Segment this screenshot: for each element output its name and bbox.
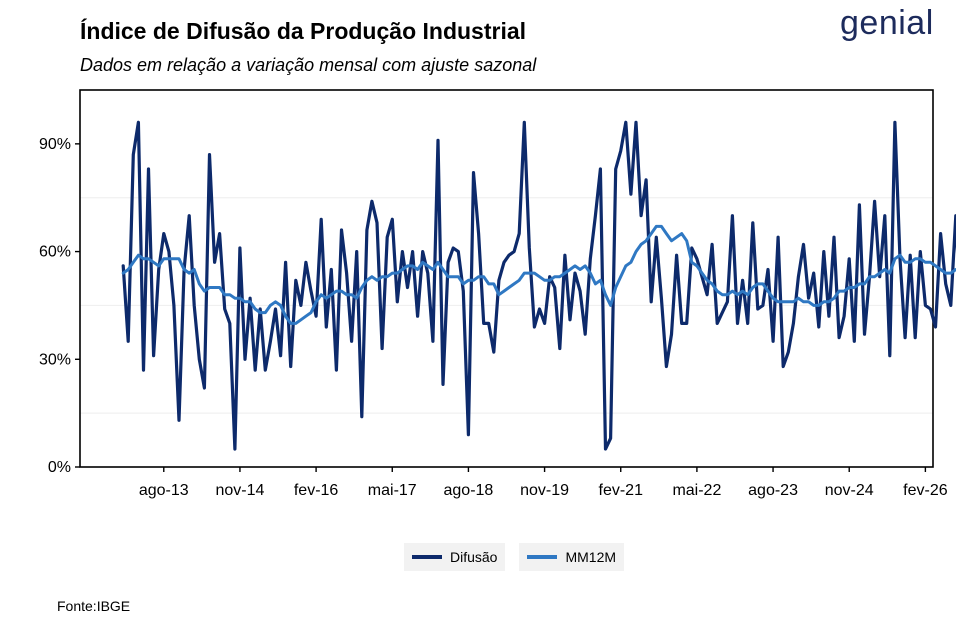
chart-legend: Difusão MM12M (404, 543, 625, 571)
logo-text: genial (840, 4, 934, 42)
plot-border (79, 89, 934, 468)
y-tick-label: 0% (48, 459, 71, 476)
x-tick-label: nov-14 (215, 482, 264, 499)
y-tick-label: 60% (39, 244, 71, 261)
x-tick-label: fev-26 (903, 482, 948, 499)
x-tick-label: mai-17 (368, 482, 417, 499)
x-tick-label: fev-21 (599, 482, 644, 499)
legend-item-mm12m: MM12M (519, 543, 625, 571)
series-line-difusao (121, 120, 956, 451)
x-tick-label: ago-23 (748, 482, 798, 499)
series-line-mm12m (121, 224, 956, 325)
chart-subtitle: Dados em relação a variação mensal com a… (80, 55, 537, 75)
chart-title: Índice de Difusão da Produção Industrial (80, 18, 527, 44)
y-tick-label: 30% (39, 351, 71, 368)
x-tick-label: ago-18 (444, 482, 494, 499)
x-tick-label: nov-19 (520, 482, 569, 499)
legend-swatch-difusao (412, 555, 442, 559)
legend-label-difusao: Difusão (450, 549, 498, 565)
source-note: Fonte:IBGE (57, 598, 131, 614)
x-tick-label: fev-16 (294, 482, 339, 499)
y-tick-label: 90% (39, 136, 71, 153)
legend-item-difusao: Difusão (404, 543, 506, 571)
x-tick-label: ago-13 (139, 482, 189, 499)
x-tick-label: mai-22 (672, 482, 721, 499)
x-tick-label: nov-24 (825, 482, 874, 499)
brand-logo: genial (840, 4, 934, 43)
legend-label-mm12m: MM12M (565, 549, 617, 565)
legend-swatch-mm12m (527, 555, 558, 559)
